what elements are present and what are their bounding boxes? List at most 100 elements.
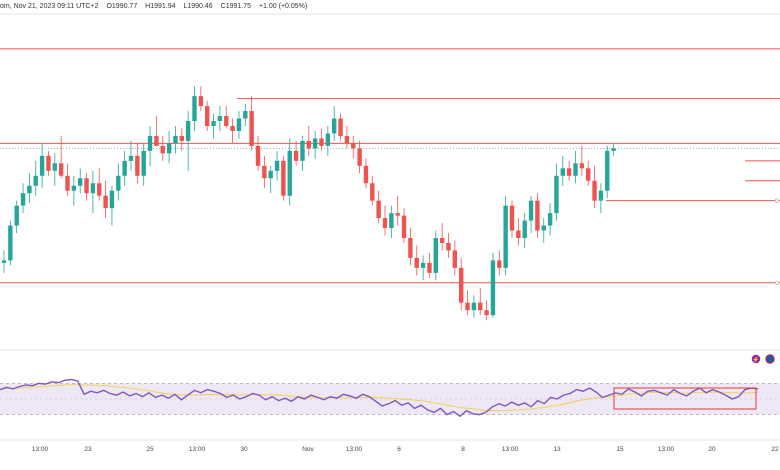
- candle: [382, 205, 388, 236]
- candle-body: [351, 143, 356, 149]
- candle: [376, 190, 381, 224]
- ohlc-change: +1.00 (+0.05%): [258, 3, 308, 10]
- candle: [433, 230, 438, 281]
- candle: [459, 257, 464, 311]
- candle: [179, 128, 184, 151]
- x-tick-label: 13:00: [189, 446, 206, 453]
- candle-body: [490, 260, 496, 316]
- candle-body: [376, 200, 381, 219]
- line-handle[interactable]: [774, 280, 780, 285]
- candle-body: [300, 140, 305, 161]
- candle: [312, 130, 318, 159]
- x-axis: 13:00 23 25 13:00 30 Nov 13:00 6 8 13:00 13 15 13:00…: [0, 439, 780, 453]
- candle-body: [255, 145, 261, 166]
- candle-body: [497, 260, 502, 268]
- candle-body: [109, 190, 115, 209]
- candle: [8, 220, 13, 266]
- candle-body: [382, 218, 388, 229]
- candle-body: [516, 230, 521, 238]
- candle-body: [427, 262, 432, 273]
- candle-body: [439, 238, 445, 243]
- x-tick-label: 23: [84, 446, 92, 453]
- candle: [478, 287, 483, 316]
- ohlc-high: H1991.94: [145, 3, 176, 10]
- candle-body: [287, 150, 292, 196]
- candle: [325, 126, 331, 156]
- candle: [509, 200, 515, 238]
- symbol-title: om, Nov 21, 2023 09:11 UTC+2: [0, 3, 99, 10]
- candle: [605, 145, 610, 199]
- x-tick-label: 13:00: [346, 446, 363, 453]
- candle-body: [401, 215, 407, 238]
- candle-body: [465, 302, 470, 311]
- candle: [90, 170, 96, 214]
- candle: [408, 228, 413, 266]
- candle-body: [611, 148, 616, 151]
- candle: [205, 101, 210, 131]
- candle-body: [560, 168, 565, 176]
- ohlc-open: O1990.77: [106, 3, 138, 10]
- ohlc-low: L1990.46: [183, 3, 213, 10]
- candle-body: [363, 165, 369, 184]
- candle-body: [166, 143, 172, 154]
- candle-body: [592, 180, 597, 201]
- candle-body: [420, 262, 426, 268]
- us-flag-icon: [765, 354, 775, 364]
- candle: [135, 143, 140, 184]
- candle-body: [484, 310, 489, 316]
- candle-body: [478, 302, 483, 311]
- candle-body: [344, 135, 350, 144]
- rsi-line: [0, 378, 759, 418]
- candle-body: [58, 163, 64, 176]
- candle: [351, 135, 356, 159]
- candle: [20, 183, 26, 214]
- candle-body: [179, 135, 184, 141]
- candle-body: [217, 116, 223, 122]
- candle-body: [605, 150, 610, 191]
- candle: [566, 160, 572, 181]
- line-handle[interactable]: [774, 198, 780, 203]
- candle: [287, 138, 292, 206]
- candle: [97, 168, 102, 201]
- candle: [52, 153, 57, 186]
- candle: [573, 150, 578, 184]
- candle-body: [268, 170, 273, 179]
- candle: [281, 155, 286, 201]
- x-tick-label: 20: [708, 446, 716, 453]
- candle: [116, 163, 121, 201]
- candle-body: [554, 175, 559, 214]
- candle-body: [39, 155, 45, 176]
- candle: [141, 143, 146, 186]
- candle-body: [312, 138, 318, 149]
- candle-body: [325, 133, 331, 146]
- candle-body: [65, 175, 70, 191]
- candle-body: [97, 183, 102, 196]
- resistance-support-lines[interactable]: [0, 48, 780, 285]
- candle-body: [249, 111, 254, 146]
- candle: [147, 126, 153, 166]
- candle: [230, 118, 235, 144]
- candle-body: [33, 175, 38, 186]
- candle-body: [141, 150, 146, 176]
- x-tick-label: Nov: [302, 446, 314, 453]
- candle-body: [471, 302, 477, 311]
- candle: [541, 218, 546, 243]
- candle: [198, 86, 204, 112]
- rsi-range-box[interactable]: [613, 387, 757, 410]
- candle-body: [293, 150, 299, 161]
- candle-body: [566, 168, 572, 176]
- candle: [33, 160, 38, 196]
- candle: [211, 113, 216, 139]
- candle-body: [160, 145, 165, 154]
- candle-body: [185, 121, 191, 141]
- candle: [128, 140, 134, 171]
- candle: [319, 128, 324, 151]
- candle: [452, 240, 458, 276]
- candle: [249, 96, 254, 151]
- candle: [528, 195, 534, 234]
- candle: [58, 135, 64, 179]
- x-tick-label: 30: [240, 446, 248, 453]
- candle-body: [274, 160, 280, 171]
- candle: [370, 175, 375, 206]
